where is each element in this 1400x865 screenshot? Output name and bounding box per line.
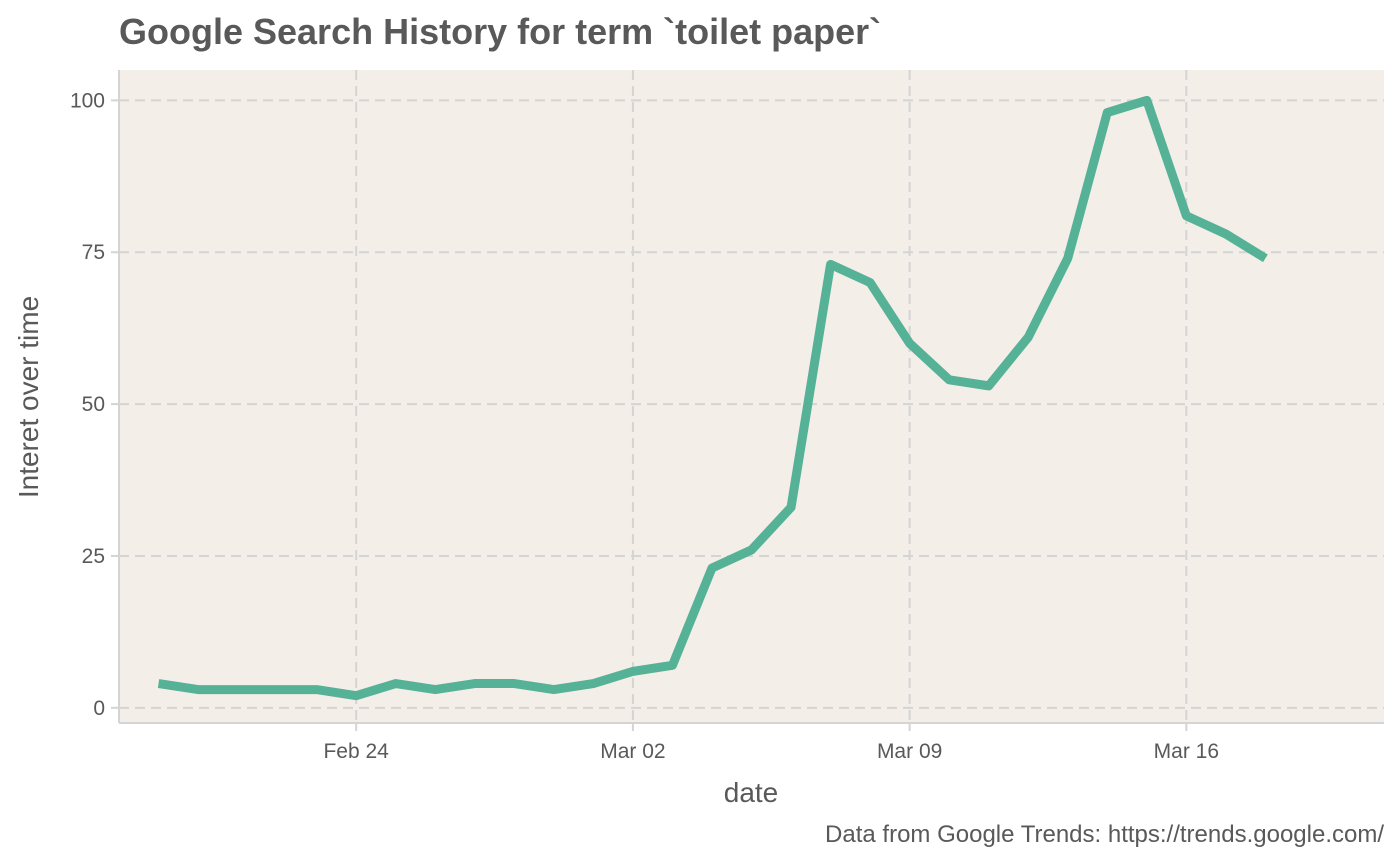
data-point bbox=[470, 679, 479, 688]
data-point bbox=[233, 685, 242, 694]
data-point bbox=[352, 691, 361, 700]
data-point bbox=[273, 685, 282, 694]
y-axis-title: Interet over time bbox=[13, 296, 44, 498]
chart-caption: Data from Google Trends: https://trends.… bbox=[825, 821, 1384, 848]
y-tick-label: 50 bbox=[82, 393, 105, 416]
x-gridlines bbox=[355, 70, 1188, 723]
data-point bbox=[1024, 333, 1033, 342]
y-tick-label: 75 bbox=[82, 241, 105, 264]
data-point bbox=[589, 679, 598, 688]
x-tick-label: Mar 02 bbox=[600, 740, 665, 763]
y-tick-label: 25 bbox=[82, 545, 105, 568]
data-point bbox=[707, 564, 716, 573]
x-tick-label: Mar 16 bbox=[1154, 740, 1219, 763]
data-point bbox=[154, 679, 163, 688]
data-point bbox=[668, 661, 677, 670]
y-axis-ticks: 0 25 50 75 100 bbox=[70, 89, 119, 720]
series-layer bbox=[154, 95, 1270, 701]
y-tick-label: 100 bbox=[70, 89, 105, 112]
x-tick-label: Feb 24 bbox=[323, 740, 389, 763]
data-point bbox=[1221, 230, 1230, 239]
data-point bbox=[945, 375, 954, 384]
data-point bbox=[787, 503, 796, 512]
data-point bbox=[549, 685, 558, 694]
plot-panel bbox=[119, 70, 1384, 723]
data-point bbox=[747, 545, 756, 554]
data-point bbox=[628, 667, 637, 676]
data-point bbox=[312, 685, 321, 694]
data-point bbox=[905, 339, 914, 348]
data-point bbox=[510, 679, 519, 688]
x-tick-label: Mar 09 bbox=[877, 740, 942, 763]
data-point bbox=[866, 278, 875, 287]
y-tick-label: 0 bbox=[93, 697, 105, 720]
series-line-0 bbox=[157, 95, 1268, 701]
y-gridlines bbox=[119, 99, 1384, 709]
data-point bbox=[194, 685, 203, 694]
chart-title: Google Search History for term `toilet p… bbox=[119, 11, 881, 52]
data-point bbox=[1261, 254, 1270, 263]
data-point bbox=[1063, 254, 1072, 263]
data-point bbox=[826, 260, 835, 269]
data-point bbox=[391, 679, 400, 688]
data-point bbox=[1103, 108, 1112, 117]
x-axis-ticks: Feb 24 Mar 02 Mar 09 Mar 16 bbox=[323, 723, 1219, 763]
data-point bbox=[1142, 96, 1151, 105]
data-point bbox=[984, 381, 993, 390]
data-point bbox=[1182, 211, 1191, 220]
data-point bbox=[431, 685, 440, 694]
x-axis-title: date bbox=[724, 777, 779, 808]
